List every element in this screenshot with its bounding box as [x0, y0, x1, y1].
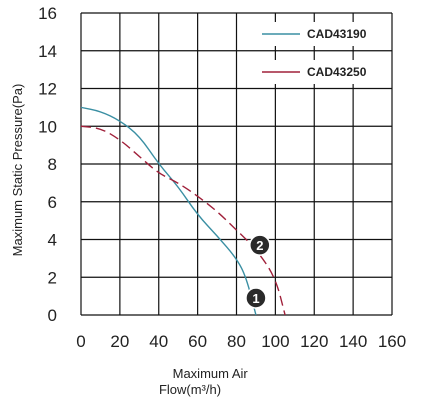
y-tick-label-10: 10: [38, 117, 57, 136]
x-tick-label-20: 20: [110, 332, 129, 351]
x-tick-label-60: 60: [188, 332, 207, 351]
marker-label-1: 1: [252, 291, 259, 306]
y-tick-label-2: 2: [48, 268, 57, 287]
y-tick-label-16: 16: [38, 4, 57, 23]
x-axis-label-line-1: Maximum Air: [173, 366, 249, 381]
x-tick-label-80: 80: [227, 332, 246, 351]
marker-label-2: 2: [256, 238, 263, 253]
legend-label-CAD43250: CAD43250: [307, 65, 367, 79]
y-tick-label-12: 12: [38, 80, 57, 99]
x-tick-label-0: 0: [76, 332, 85, 351]
x-tick-label-100: 100: [261, 332, 289, 351]
y-tick-label-14: 14: [38, 42, 57, 61]
marker-circle-1: [245, 287, 267, 309]
x-tick-label-40: 40: [149, 332, 168, 351]
x-tick-label-120: 120: [300, 332, 328, 351]
y-tick-label-0: 0: [48, 306, 57, 325]
x-axis-label-line-2: Flow(m³/h): [159, 382, 221, 397]
y-tick-label-8: 8: [48, 155, 57, 174]
chart-series: [80, 106, 286, 316]
y-tick-label-4: 4: [48, 231, 57, 250]
x-tick-label-160: 160: [378, 332, 406, 351]
marker-circle-2: [249, 234, 271, 256]
y-tick-label-6: 6: [48, 193, 57, 212]
legend-label-CAD43190: CAD43190: [307, 27, 367, 41]
x-axis-label: Maximum Air Flow(m³/h): [159, 366, 251, 397]
chart-legend: CAD43190 CAD43250: [254, 22, 390, 84]
chart-grid: [80, 12, 393, 316]
series-line-CAD43190: [80, 106, 257, 316]
series-line-CAD43250: [80, 125, 286, 316]
chart-markers: 12: [245, 234, 271, 309]
x-tick-label-140: 140: [339, 332, 367, 351]
y-axis-label: Maximum Static Pressure(Pa): [10, 84, 25, 257]
